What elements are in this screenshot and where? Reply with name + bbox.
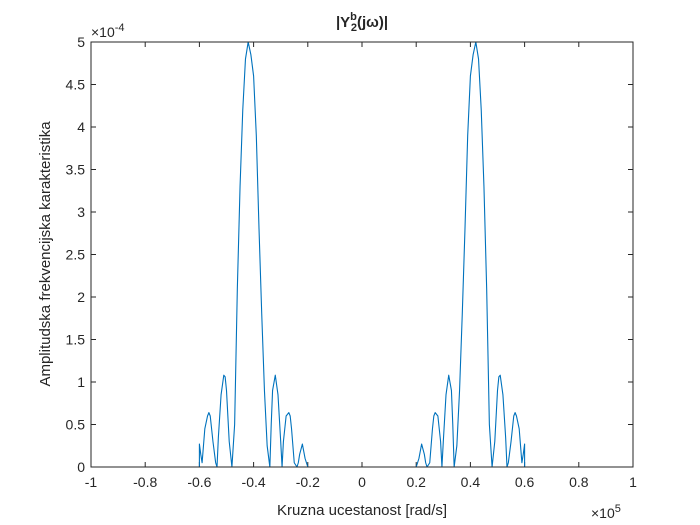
x-tick-label: 0.6 <box>515 474 535 490</box>
x-exponent-power: 5 <box>615 503 621 515</box>
y-exponent-power: -4 <box>115 22 125 34</box>
x-tick-label: -0.4 <box>242 474 266 490</box>
y-axis-exponent: ×10-4 <box>91 22 125 40</box>
y-tick-label: 2.5 <box>66 247 86 263</box>
y-tick-label: 5 <box>77 34 85 50</box>
x-tick-label: 0.4 <box>461 474 481 490</box>
y-axis-label: Amplitudska frekvencijska karakteristika <box>37 121 54 387</box>
y-tick-label: 3 <box>77 204 85 220</box>
y-tick-label: 1 <box>77 374 85 390</box>
x-tick-label: 0 <box>358 474 366 490</box>
title-subscript: 2 <box>351 22 357 34</box>
x-tick-label: 0.8 <box>569 474 589 490</box>
y-tick-label: 4 <box>77 119 85 135</box>
y-axis-ticks: 0 0.5 1 1.5 2 2.5 3 3.5 4 4.5 5 <box>66 34 633 475</box>
x-axis-exponent: ×105 <box>591 503 621 521</box>
x-axis-label: Kruzna ucestanost [rad/s] <box>277 502 447 519</box>
x-tick-label: -0.6 <box>187 474 211 490</box>
x-tick-label: 0.2 <box>406 474 426 490</box>
title-rest: (jω)| <box>357 14 388 31</box>
x-tick-label: -0.2 <box>296 474 320 490</box>
x-tick-label: -0.8 <box>133 474 157 490</box>
plot-area <box>91 42 633 467</box>
x-tick-label: -1 <box>85 474 98 490</box>
y-tick-label: 1.5 <box>66 332 86 348</box>
axes-box <box>90 41 634 468</box>
y-tick-label: 3.5 <box>66 162 86 178</box>
x-tick-label: 1 <box>629 474 637 490</box>
y-tick-label: 2 <box>77 289 85 305</box>
x-axis-ticks: -1 -0.8 -0.6 -0.4 -0.2 0 0.2 0.4 0.6 0.8 1 <box>85 42 637 490</box>
x-exponent-base: ×10 <box>591 505 615 521</box>
title-superscript: b <box>350 11 357 23</box>
chart-title: |Yb 2(jω)| <box>336 11 388 34</box>
title-base: |Y <box>336 14 350 31</box>
y-tick-label: 4.5 <box>66 77 86 93</box>
y-exponent-base: ×10 <box>91 24 115 40</box>
y-tick-label: 0.5 <box>66 417 86 433</box>
y-tick-label: 0 <box>77 459 85 475</box>
